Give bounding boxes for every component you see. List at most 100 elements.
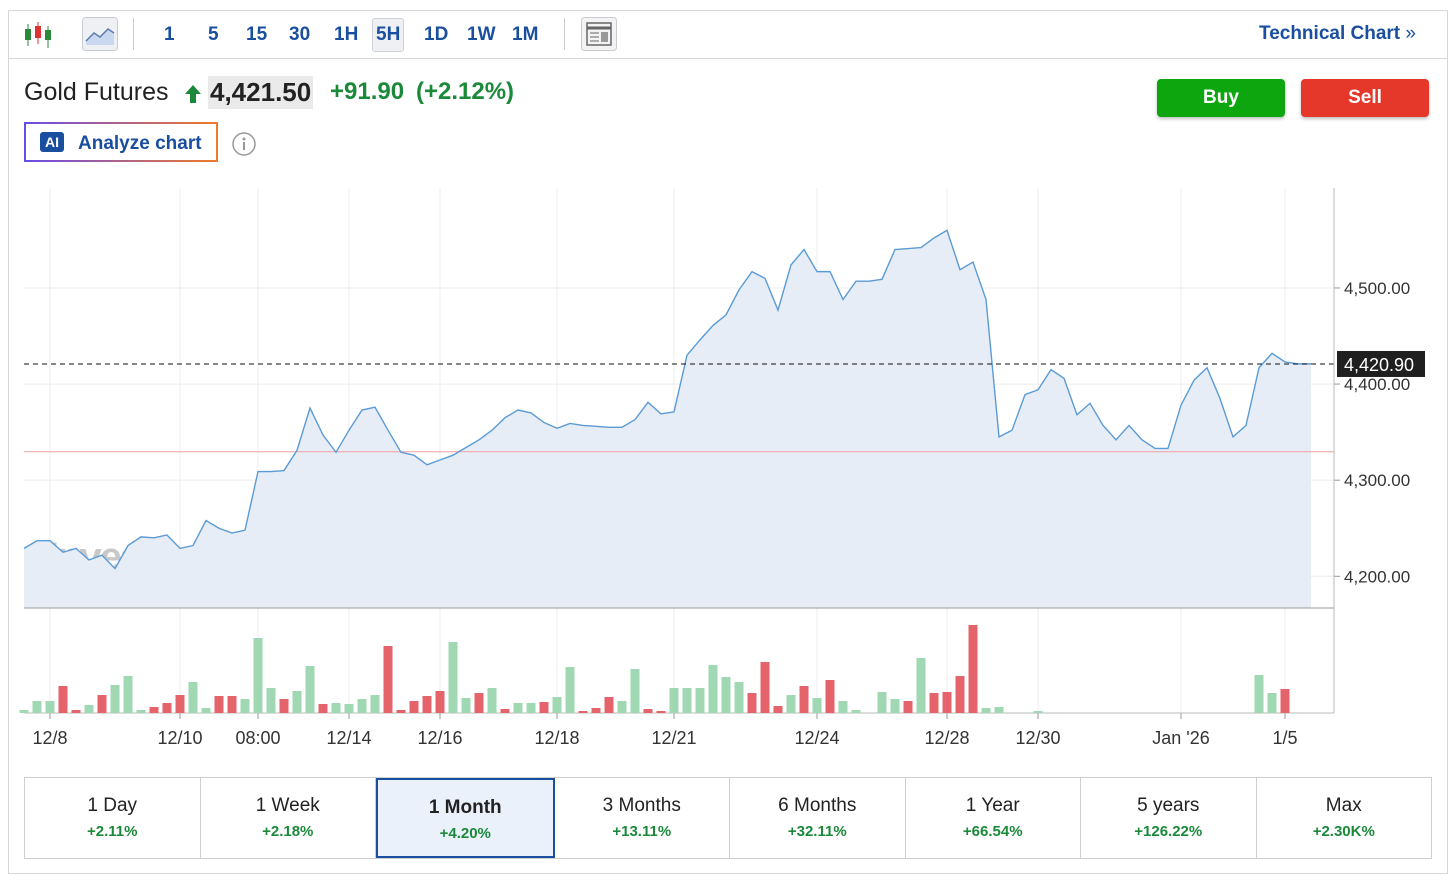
period-change: +32.11% (787, 823, 847, 840)
volume-bar (539, 702, 549, 713)
price-line (23, 229, 1311, 570)
volume-bar (565, 667, 575, 713)
period-change: +126.22% (1134, 823, 1203, 840)
technical-chart-link[interactable]: Technical Chart » (1259, 23, 1416, 44)
up-arrow (185, 85, 201, 103)
current-price-label: 4,420.90 (1344, 355, 1414, 375)
info-icon[interactable] (231, 131, 257, 157)
separator (133, 18, 134, 50)
volume-bar (903, 701, 913, 713)
period-label[interactable]: 3 Months (602, 795, 681, 816)
period-change: +66.54% (962, 823, 1023, 840)
link-text[interactable]: Technical Chart (1259, 23, 1401, 44)
x-tick-label: 12/28 (924, 728, 969, 748)
volume-bar (838, 701, 848, 713)
ai-badge: AI (40, 132, 64, 152)
interval-button[interactable]: 30 (289, 24, 311, 45)
interval-button[interactable]: 5H (372, 18, 405, 52)
volume-bar (396, 710, 406, 713)
price-area (24, 230, 1311, 608)
sell-button[interactable]: Sell (1301, 79, 1429, 117)
y-tick-label: 4,200.00 (1344, 567, 1410, 586)
volume-bar (682, 688, 692, 713)
x-tick-label: 12/14 (326, 728, 371, 748)
interval-button[interactable]: 1D (424, 24, 449, 45)
y-tick-label: 4,300.00 (1344, 471, 1410, 490)
volume-bar (253, 638, 263, 713)
interval-button[interactable]: 15 (246, 24, 268, 45)
volume-bar (19, 710, 29, 713)
volume-bar (747, 693, 757, 713)
volume-bar (448, 642, 458, 713)
x-tick-label: Jan '26 (1152, 728, 1209, 748)
volume-bar (1280, 689, 1290, 713)
period-change: +2.18% (262, 823, 314, 840)
period-label[interactable]: 1 Month (428, 797, 502, 818)
volume-bar (942, 692, 952, 713)
interval-button[interactable]: 1M (512, 24, 539, 45)
period-label[interactable]: Max (1325, 795, 1362, 816)
y-tick-label: 4,400.00 (1344, 375, 1410, 394)
volume-bar (409, 701, 419, 713)
x-tick-label: 12/8 (32, 728, 67, 748)
volume-bar (266, 688, 276, 713)
volume-bar (578, 711, 588, 713)
volume-bar (877, 692, 887, 713)
volume-bar (123, 676, 133, 713)
volume-bar (305, 666, 315, 713)
volume-bar (994, 707, 1004, 713)
interval-button[interactable]: 1 (164, 24, 175, 45)
volume-bar (487, 688, 497, 713)
volume-bar (279, 699, 289, 713)
candle-icon[interactable] (22, 20, 56, 50)
separator (564, 18, 565, 50)
volume-bar (643, 709, 653, 713)
period-tab[interactable]: 1 Year +66.54% (906, 778, 1081, 858)
period-tab[interactable]: Max +2.30K% (1257, 778, 1432, 858)
interval-button[interactable]: 1H (334, 24, 359, 45)
period-label[interactable]: 1 Day (87, 795, 138, 816)
buy-button[interactable]: Buy (1157, 79, 1285, 117)
period-label[interactable]: 5 years (1137, 795, 1200, 816)
volume-bar (110, 685, 120, 713)
period-tab[interactable]: 3 Months +13.11% (555, 778, 730, 858)
analyze-button[interactable]: AI Analyze chart (24, 122, 218, 162)
instrument-name: Gold Futures (24, 78, 169, 106)
price: 4,421.50 (208, 76, 314, 109)
volume-bar (188, 682, 198, 713)
volume-bar (708, 665, 718, 713)
period-tab[interactable]: 6 Months +32.11% (730, 778, 906, 858)
period-selector: 1 Day +2.11% 1 Week +2.18% 1 Month +4.20% 3 Mo… (24, 777, 1432, 859)
volume-bar (851, 710, 861, 713)
period-tab[interactable]: 5 years +126.22% (1081, 778, 1257, 858)
volume-bar (890, 699, 900, 713)
volume-bar (630, 669, 640, 713)
layout-icon[interactable] (581, 17, 617, 51)
volume-bar (162, 703, 172, 713)
x-tick-label: 12/18 (534, 728, 579, 748)
period-tab[interactable]: 1 Month +4.20% (376, 778, 555, 858)
volume-bar (500, 709, 510, 713)
x-tick-label: 12/24 (794, 728, 839, 748)
period-label[interactable]: 1 Year (965, 795, 1020, 816)
period-label[interactable]: 1 Week (255, 795, 320, 816)
volume-bar (825, 680, 835, 713)
volume-bar (669, 688, 679, 713)
interval-button[interactable]: 1W (467, 24, 496, 45)
period-tab[interactable]: 1 Week +2.18% (201, 778, 376, 858)
volume-bar (552, 697, 562, 713)
volume-bar (812, 698, 822, 713)
area-icon[interactable] (82, 17, 118, 51)
current-price-box (1337, 350, 1425, 377)
volume-bar (474, 693, 484, 713)
volume-bar (344, 704, 354, 713)
period-label[interactable]: 6 Months (778, 795, 857, 816)
volume-bar (695, 688, 705, 713)
period-tab[interactable]: 1 Day +2.11% (25, 778, 201, 858)
volume-bar (292, 691, 302, 713)
volume-bar (84, 705, 94, 713)
interval-button[interactable]: 5 (208, 24, 219, 45)
analyze-text[interactable]: Analyze chart (78, 133, 202, 154)
volume-bar (97, 695, 107, 713)
